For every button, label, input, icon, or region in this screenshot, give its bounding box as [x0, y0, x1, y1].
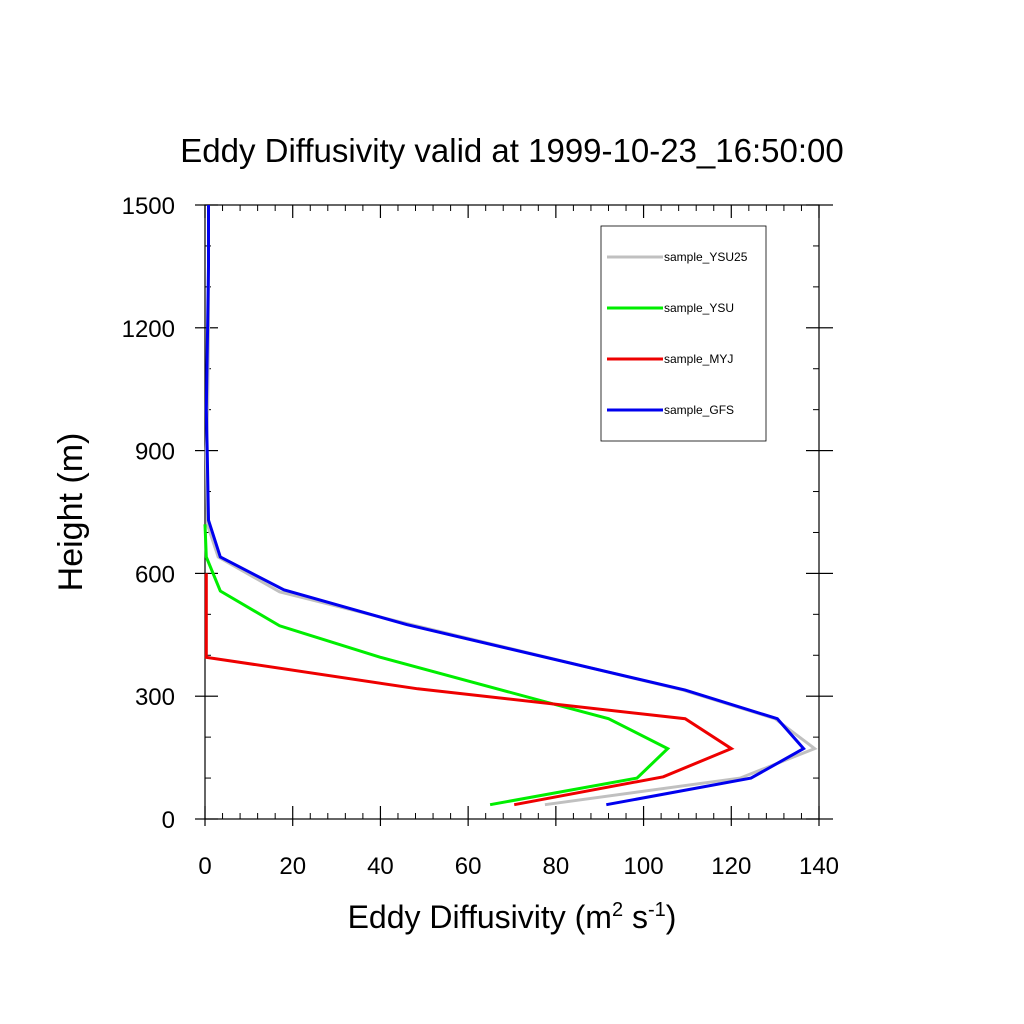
legend-label-sample_GFS: sample_GFS [664, 403, 734, 417]
y-tick-label: 1200 [122, 316, 175, 343]
x-tick-label: 140 [799, 853, 839, 880]
legend-label-sample_YSU25: sample_YSU25 [664, 250, 748, 264]
legend-box [600, 225, 767, 442]
x-tick-labels: 0 20 40 60 80 100 120 140 [198, 853, 839, 880]
y-tick-label: 1500 [122, 193, 175, 220]
x-tick-label: 0 [198, 853, 211, 880]
series-line-sample_YSU [203, 524, 671, 807]
minor-ticks [205, 205, 819, 819]
x-tick-label: 20 [279, 853, 306, 880]
y-tick-label: 300 [135, 684, 175, 711]
x-tick-label: 80 [543, 853, 570, 880]
legend-label-sample_YSU: sample_YSU [664, 301, 734, 315]
y-tick-label: 600 [135, 561, 175, 588]
x-axis-label: Eddy Diffusivity (m2 s-1) [348, 899, 677, 935]
y-tick-label: 900 [135, 439, 175, 466]
x-tick-label: 120 [711, 853, 751, 880]
series-lines [203, 205, 818, 807]
plot-frame [204, 204, 820, 820]
y-axis-label: Height (m) [52, 433, 90, 592]
y-tick-label: 0 [162, 807, 175, 834]
series-line-sample_GFS [204, 205, 806, 807]
series-line-sample_MYJ [204, 573, 735, 807]
x-tick-label: 100 [624, 853, 664, 880]
major-ticks [195, 204, 833, 826]
legend: sample_YSU25 sample_YSU sample_MYJ sample_G… [600, 225, 767, 442]
x-tick-label: 40 [367, 853, 394, 880]
x-tick-label: 60 [455, 853, 482, 880]
legend-label-sample_MYJ: sample_MYJ [664, 352, 733, 366]
y-tick-labels: 0 300 600 900 1200 1500 [122, 193, 175, 834]
chart-title: Eddy Diffusivity valid at 1999-10-23_16:… [180, 132, 843, 169]
